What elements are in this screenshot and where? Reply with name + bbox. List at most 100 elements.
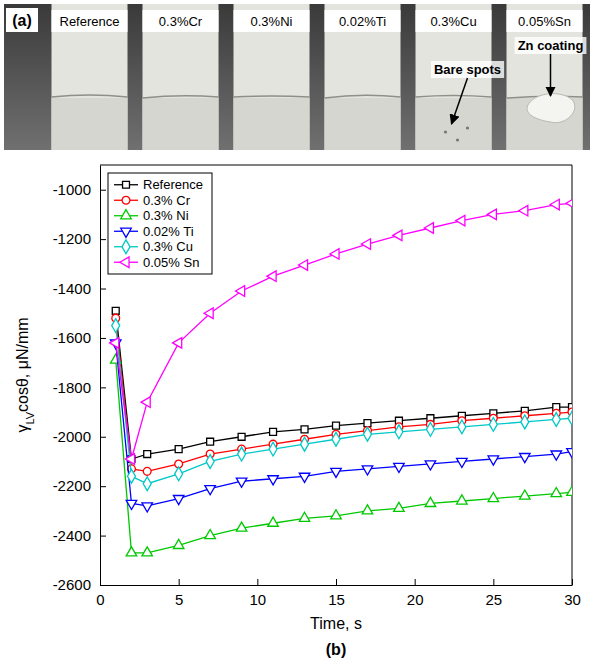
series-marker (520, 490, 531, 499)
series-marker (425, 497, 436, 506)
steel-strip (52, 4, 128, 150)
series-marker (426, 422, 434, 436)
series-marker (236, 286, 245, 297)
series-marker (331, 510, 342, 519)
chart-panel: 051015202530-2600-2400-2200-2000-1800-16… (14, 165, 581, 658)
series-marker (552, 413, 560, 427)
series-marker (207, 438, 214, 445)
series-marker (143, 467, 151, 475)
series-marker (457, 458, 468, 467)
series-marker (112, 307, 119, 314)
series-marker (566, 198, 572, 209)
x-tick-label: 25 (485, 591, 502, 608)
x-axis-title: Time, s (310, 615, 362, 632)
series-marker (112, 319, 120, 333)
photo-background (4, 4, 590, 150)
series-marker (425, 461, 436, 470)
y-tick-mark (100, 387, 106, 388)
panel-label: (a) (12, 12, 32, 29)
y-tick-label: -1000 (53, 181, 91, 198)
y-tick-mark (100, 239, 106, 240)
zn-coating-blob (527, 94, 575, 123)
series-marker (361, 239, 370, 250)
annotation-arrow (550, 54, 552, 96)
strip-label: Reference (60, 14, 120, 29)
series-line (116, 311, 572, 459)
x-tick: 20 (407, 579, 424, 608)
coating-line (52, 95, 128, 97)
coating-line (325, 95, 401, 98)
series-marker (363, 427, 371, 441)
steel-strip (507, 4, 583, 150)
series-marker (205, 486, 216, 495)
legend-label: 0.3% Cu (143, 239, 193, 254)
legend-marker (122, 240, 130, 254)
steel-strip (234, 4, 310, 150)
series-marker (142, 503, 153, 512)
x-tick-label: 10 (249, 591, 266, 608)
x-tick-label: 0 (96, 591, 104, 608)
series-marker (395, 425, 403, 439)
series-marker (268, 476, 279, 485)
series-marker (458, 420, 466, 434)
series-marker (236, 522, 247, 531)
annotation-backdrop (431, 61, 504, 78)
legend-box (108, 173, 212, 274)
series-marker (175, 467, 183, 481)
legend-label: Reference (143, 177, 203, 192)
legend-label: 0.05% Sn (143, 255, 199, 270)
strip-label-box (416, 10, 492, 32)
series-marker (394, 463, 405, 472)
panel-label-box (6, 8, 38, 32)
series-marker (330, 249, 339, 260)
y-axis-title: γLVcosθ, μN/mm (14, 317, 36, 432)
series-marker (333, 422, 340, 429)
series-marker (488, 492, 499, 501)
legend: Reference0.3% Cr0.3% Ni0.02% Ti0.3% Cu0.… (108, 173, 212, 274)
series-marker (456, 215, 465, 226)
strip-label-box (325, 10, 401, 32)
y-tick-label: -2000 (53, 428, 91, 445)
panel-label: (b) (326, 641, 346, 658)
y-tick-mark (100, 536, 106, 537)
steel-strip (325, 4, 401, 150)
y-tick: -1800 (53, 379, 106, 396)
series-marker (236, 478, 247, 487)
series-marker (143, 477, 151, 491)
series-marker (110, 338, 119, 349)
strip-lower-zone (234, 98, 310, 150)
y-tick-label: -1400 (53, 280, 91, 297)
frame-top (100, 165, 572, 166)
y-tick: -2200 (53, 477, 106, 494)
y-tick: -1000 (53, 181, 106, 198)
series-marker (489, 418, 497, 432)
strip-label: 0.3%Cu (430, 14, 476, 29)
series-marker (126, 500, 137, 509)
series-marker (270, 428, 277, 435)
series-marker (394, 502, 405, 511)
legend-label: 0.3% Ni (143, 208, 189, 223)
series-marker (125, 454, 134, 465)
legend-marker (121, 210, 132, 219)
y-tick-label: -2200 (53, 477, 91, 494)
bare-spot (456, 138, 459, 141)
x-tick-label: 30 (564, 591, 581, 608)
annotation-arrow (452, 78, 468, 124)
coating-line (416, 96, 492, 98)
series-marker (206, 455, 214, 469)
series-marker (550, 199, 559, 210)
series-marker (144, 451, 151, 458)
y-tick-mark (100, 338, 106, 339)
series-marker (173, 539, 184, 548)
x-tick-mark (415, 579, 416, 585)
x-tick-label: 20 (407, 591, 424, 608)
y-tick: -1600 (53, 329, 106, 346)
series-marker (487, 209, 496, 220)
series-marker (520, 453, 531, 462)
legend-marker (120, 257, 129, 268)
y-tick-label: -2600 (53, 576, 91, 593)
x-tick: 5 (175, 579, 183, 608)
y-tick-mark (100, 289, 106, 290)
x-axis: 051015202530 (96, 579, 581, 608)
series-line (116, 343, 572, 506)
